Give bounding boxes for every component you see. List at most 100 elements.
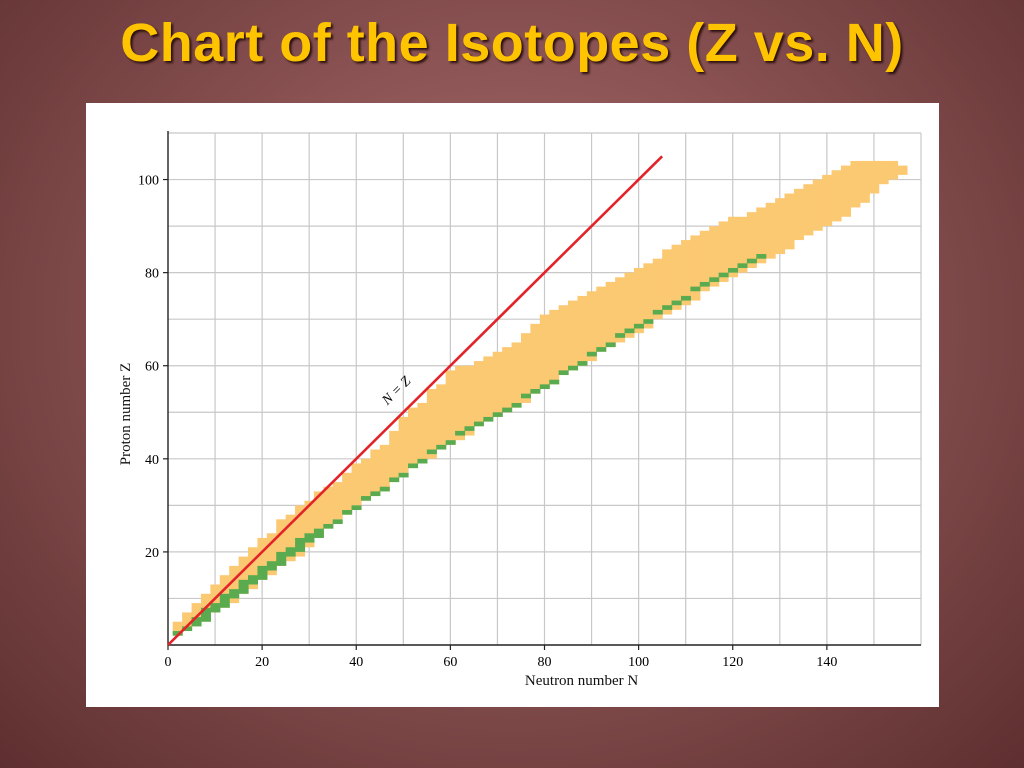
slide-title: Chart of the Isotopes (Z vs. N) <box>120 13 904 73</box>
y-tick-label: 100 <box>138 174 159 189</box>
stable-isotope-strip <box>426 449 437 455</box>
y-tick-label: 40 <box>145 453 159 468</box>
stable-isotope-strip <box>539 384 550 389</box>
stable-isotope-strip <box>172 631 183 636</box>
unstable-isotope-strip <box>483 356 494 422</box>
unstable-isotope-strip <box>840 165 852 217</box>
y-tick-label: 20 <box>145 546 159 561</box>
unstable-isotope-strip <box>709 226 720 287</box>
unstable-isotope-strip <box>888 160 899 180</box>
unstable-isotope-strip <box>530 323 541 394</box>
x-tick-label: 20 <box>255 655 269 670</box>
x-tick-label: 40 <box>349 655 363 670</box>
x-tick-label: 120 <box>722 655 743 670</box>
unstable-isotope-strip <box>671 244 682 310</box>
unstable-isotope-strip <box>426 389 437 459</box>
unstable-isotope-strip <box>285 514 296 562</box>
stable-isotope-strip <box>219 593 230 608</box>
chart-ticks: 0 20 40 60 80 100 120 140 20 40 60 80 100 <box>138 174 837 670</box>
stable-isotope-strip <box>633 323 644 329</box>
stable-isotope-strip <box>596 347 607 352</box>
unstable-isotope-strip <box>502 347 513 413</box>
unstable-isotope-strip <box>229 565 240 604</box>
unstable-isotope-strip <box>822 174 833 227</box>
stable-isotope-strip <box>577 361 588 366</box>
unstable-isotope-strip <box>718 221 729 282</box>
stable-isotope-strip <box>248 575 259 585</box>
stable-isotope-strip <box>737 263 748 268</box>
stable-isotope-strip <box>304 533 315 543</box>
unstable-isotope-strip <box>313 491 324 538</box>
unstable-isotope-strip <box>520 333 531 403</box>
n-equals-z-label: N = Z <box>379 374 414 409</box>
unstable-isotope-strip <box>586 291 597 362</box>
stable-isotope-strip <box>483 416 494 422</box>
stable-isotope-strip <box>360 496 371 501</box>
stable-isotope-strip <box>520 393 531 399</box>
unstable-isotope-strip <box>897 165 908 175</box>
stable-isotope-strip <box>266 561 277 571</box>
chart-bands <box>172 160 908 636</box>
unstable-isotope-strip <box>850 160 861 208</box>
stable-isotope-strip <box>549 379 560 385</box>
unstable-isotope-strip <box>859 160 870 203</box>
x-tick-label: 100 <box>628 655 649 670</box>
unstable-isotope-strip <box>558 305 569 376</box>
stable-isotope-strip <box>417 458 428 464</box>
stable-isotope-strip <box>586 351 597 357</box>
unstable-isotope-strip <box>323 486 334 529</box>
stable-isotope-strip <box>568 365 579 371</box>
unstable-isotope-strip <box>793 188 804 241</box>
unstable-isotope-strip <box>360 458 371 501</box>
unstable-isotope-strip <box>878 160 889 185</box>
stable-isotope-strip <box>229 589 240 599</box>
unstable-isotope-strip <box>728 216 739 278</box>
unstable-isotope-strip <box>238 556 249 594</box>
unstable-isotope-strip <box>680 240 691 306</box>
isotope-chart: 0 20 40 60 80 100 120 140 20 40 60 80 100 N = Z Neut… <box>118 131 922 689</box>
unstable-isotope-strip <box>379 444 390 492</box>
stable-isotope-strip <box>652 309 663 315</box>
unstable-isotope-strip <box>662 249 673 315</box>
stable-isotope-strip <box>558 370 569 376</box>
y-axis-label: Proton number Z <box>118 363 134 466</box>
stable-isotope-strip <box>662 305 673 310</box>
unstable-isotope-strip <box>869 160 880 194</box>
stable-isotope-strip <box>605 342 616 348</box>
unstable-isotope-strip <box>172 621 183 636</box>
stable-isotope-strip <box>182 626 193 632</box>
unstable-isotope-strip <box>295 505 306 557</box>
stable-isotope-strip <box>257 565 268 580</box>
unstable-isotope-strip <box>568 300 579 371</box>
stable-isotope-strip <box>191 617 202 627</box>
unstable-isotope-strip <box>389 430 400 483</box>
stable-isotope-strip <box>313 528 324 538</box>
stable-isotope-strip <box>624 328 635 334</box>
unstable-isotope-strip <box>370 449 381 497</box>
unstable-isotope-strip <box>455 365 466 441</box>
unstable-isotope-strip <box>699 230 710 292</box>
unstable-isotope-strip <box>408 407 419 469</box>
stable-isotope-strip <box>464 426 475 431</box>
stable-isotope-strip <box>379 486 390 492</box>
stable-isotope-strip <box>699 281 710 287</box>
unstable-isotope-strip <box>605 281 616 348</box>
unstable-isotope-strip <box>276 519 287 566</box>
y-tick-label: 60 <box>145 360 159 375</box>
unstable-isotope-strip <box>464 365 475 436</box>
stable-isotope-strip <box>473 421 484 427</box>
unstable-isotope-strip <box>652 258 663 320</box>
stable-isotope-strip <box>709 277 720 282</box>
stable-isotope-strip <box>238 579 249 594</box>
stable-isotope-strip <box>643 319 654 324</box>
unstable-isotope-strip <box>615 277 626 343</box>
stable-isotope-strip <box>728 267 739 273</box>
unstable-isotope-strip <box>182 612 193 632</box>
stable-isotope-strip <box>210 603 221 613</box>
unstable-isotope-strip <box>351 463 362 506</box>
stable-isotope-strip <box>370 491 381 497</box>
unstable-isotope-strip <box>746 212 757 268</box>
unstable-isotope-strip <box>549 309 560 385</box>
stable-isotope-strip <box>408 463 419 469</box>
stable-isotope-strip <box>718 272 729 278</box>
